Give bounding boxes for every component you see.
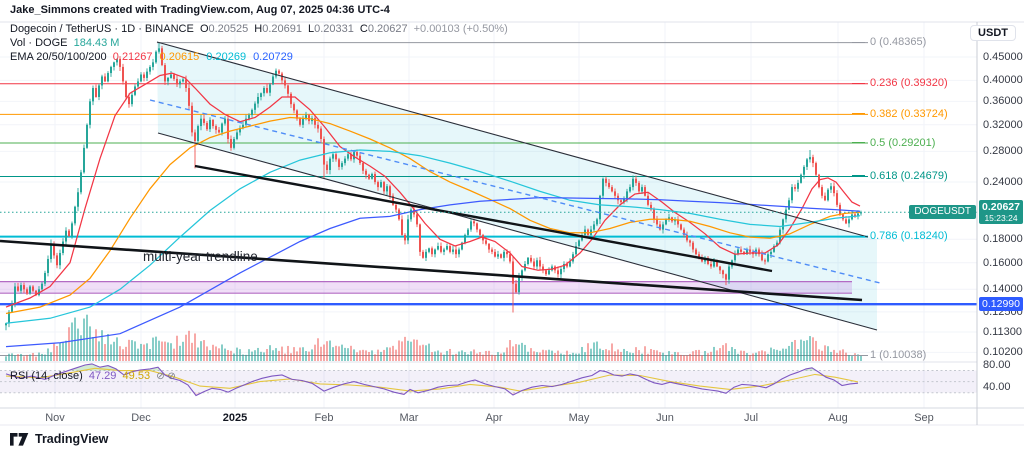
price-tick-0.24000[interactable]: 0.24000: [983, 176, 1023, 189]
rsi-value: 47.29: [88, 370, 117, 382]
candlestick-series: [5, 42, 862, 331]
time-tick-Jul[interactable]: Jul: [743, 412, 759, 424]
eye-slash-icons[interactable]: ⊘ ⊘: [156, 371, 176, 382]
symbol-price-tag: DOGEUSDT: [909, 204, 976, 219]
change-value: +0.00103 (+0.50%): [413, 23, 508, 35]
dashed-blue-trendline: [149, 99, 881, 284]
fib-label-0.236: 0.236 (0.39320): [852, 77, 948, 89]
multi-year-trendline: [0, 239, 863, 302]
fib-line-tick: [852, 142, 865, 144]
fib-line-tick: [852, 175, 865, 177]
open-label: O: [199, 23, 209, 35]
price-tick-0.11300[interactable]: 0.11300: [983, 325, 1022, 338]
open-value: 0.20525: [208, 23, 249, 35]
time-tick-Jun[interactable]: Jun: [656, 412, 674, 424]
tradingview-logo-icon: [10, 432, 29, 446]
price-tick-0.14000[interactable]: 0.14000: [983, 283, 1023, 296]
high-value: 0.20691: [262, 23, 302, 35]
ema-20-line: [5, 72, 861, 308]
legend-volume-row[interactable]: Vol · DOGE 184.43 M: [10, 37, 119, 49]
trendline-annotation[interactable]: multi-year trendline: [143, 249, 258, 264]
ema-50-line: [5, 116, 861, 315]
rsi-tick-40.00[interactable]: 40.00: [983, 381, 1011, 394]
mid-resistance-trendline: [194, 164, 773, 273]
countdown-timer: 15:23:24: [984, 213, 1018, 224]
time-tick-Mar[interactable]: Mar: [399, 412, 419, 424]
last-price-axis-badge: 0.20627 15:23:24: [979, 200, 1023, 225]
channel-top-line: [156, 41, 869, 238]
time-tick-Aug[interactable]: Aug: [828, 412, 848, 424]
fib-line-tick: [852, 82, 865, 84]
tradingview-logo-text: TradingView: [35, 432, 109, 446]
legend-ema-row[interactable]: EMA 20/50/100/200 0.21267 0.20615 0.20269 0…: [10, 51, 300, 63]
ema-value: 0.20269: [206, 51, 247, 63]
price-tick-0.45000[interactable]: 0.45000: [983, 50, 1023, 63]
close-label: C: [359, 23, 368, 35]
rsi-tick-80.00[interactable]: 80.00: [983, 359, 1011, 371]
ema-values: 0.21267 0.20615 0.20269 0.20729: [113, 51, 300, 63]
time-tick-Sep[interactable]: Sep: [914, 412, 934, 424]
fib-label-0: 0 (0.48365): [852, 36, 926, 48]
ema-100-line: [5, 149, 861, 324]
price-tick-0.28000[interactable]: 0.28000: [983, 145, 1023, 158]
fib-label-0.5: 0.5 (0.29201): [852, 137, 935, 149]
time-tick-May[interactable]: May: [568, 412, 590, 424]
rsi-label: RSI (14, close): [10, 370, 83, 382]
ema-value: 0.20615: [159, 51, 200, 63]
fib-line-tick: [852, 354, 865, 356]
fib-line-tick: [852, 235, 865, 237]
close-value: 0.20627: [367, 23, 408, 35]
channel-fill: [157, 42, 877, 330]
ema-label: EMA 20/50/100/200: [10, 51, 107, 63]
ema-200-line: [5, 196, 861, 348]
rsi-legend-row[interactable]: RSI (14, close) 47.29 49.53 ⊘ ⊘: [10, 370, 176, 382]
fib-label-0.618: 0.618 (0.24679): [852, 170, 948, 182]
fib-line-tick: [852, 41, 865, 43]
fib-lines: [0, 42, 868, 357]
gridlines: [0, 22, 977, 408]
attribution-text: Jake_Simmons created with TradingView.co…: [10, 4, 390, 16]
price-tick-0.16000[interactable]: 0.16000: [983, 256, 1023, 269]
ema-value: 0.20729: [253, 51, 293, 63]
symbol-title: Dogecoin / TetherUS · 1D · BINANCE: [10, 23, 194, 35]
price-tick-0.40000[interactable]: 0.40000: [983, 74, 1023, 87]
time-tick-Dec[interactable]: Dec: [131, 412, 151, 424]
tradingview-logo[interactable]: TradingView: [10, 432, 108, 446]
volume-series: [5, 314, 862, 361]
rsi-ma-value: 49.53: [122, 370, 151, 382]
fib-label-0.382: 0.382 (0.33724): [852, 108, 948, 120]
channel-bottom-line: [157, 132, 878, 331]
volume-label: Vol · DOGE: [10, 37, 68, 49]
volume-value: 184.43 M: [73, 37, 120, 49]
time-tick-Feb[interactable]: Feb: [314, 412, 334, 424]
low-label: L: [307, 23, 315, 35]
low-value: 0.20331: [314, 23, 354, 35]
plot-area[interactable]: [0, 22, 977, 408]
price-tick-0.18000[interactable]: 0.18000: [983, 233, 1023, 246]
legend-symbol-row[interactable]: Dogecoin / TetherUS · 1D · BINANCE O0.20…: [10, 23, 508, 35]
time-tick-2025[interactable]: 2025: [222, 412, 248, 424]
ema-value: 0.21267: [112, 51, 153, 63]
price-tick-0.32000[interactable]: 0.32000: [983, 118, 1023, 131]
fib-label-1: 1 (0.10038): [852, 349, 926, 361]
price-tick-0.36000[interactable]: 0.36000: [983, 95, 1023, 108]
axis-currency-label[interactable]: USDT: [970, 25, 1016, 41]
support-level-axis-badge: 0.12990: [979, 297, 1023, 312]
time-tick-Nov[interactable]: Nov: [45, 412, 65, 424]
fib-line-tick: [852, 113, 865, 115]
fib-label-0.786: 0.786 (0.18240): [852, 230, 948, 242]
high-label: H: [254, 23, 263, 35]
time-tick-Apr[interactable]: Apr: [485, 412, 503, 424]
price-tick-0.10200[interactable]: 0.10200: [983, 346, 1023, 359]
supply-zone: [0, 281, 852, 294]
